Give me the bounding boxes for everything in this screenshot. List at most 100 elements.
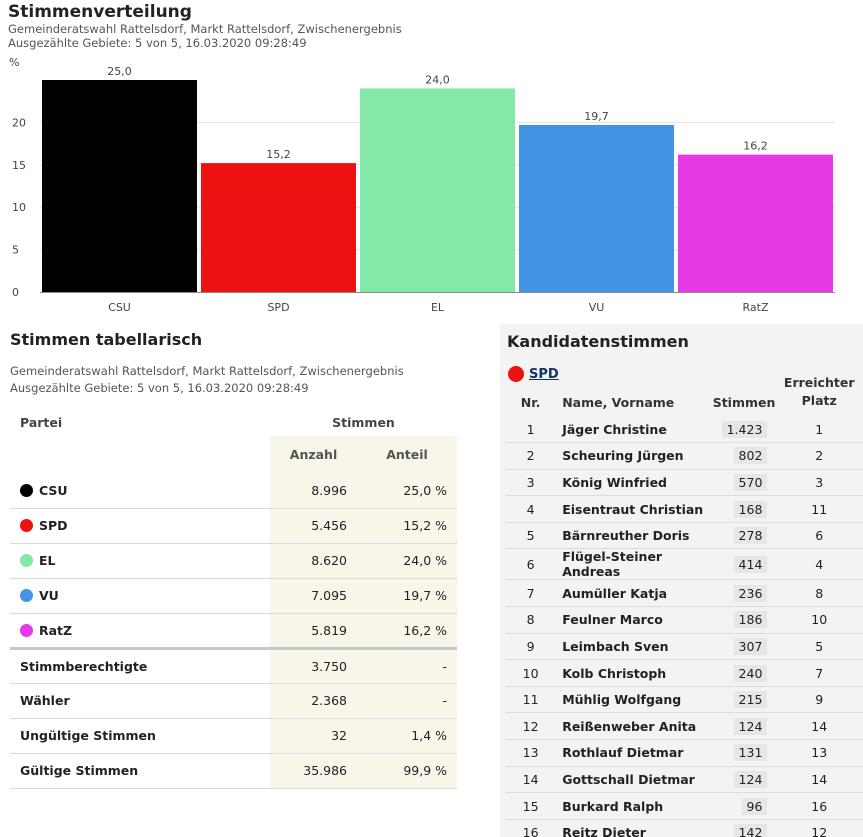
candidate-name: Bärnreuther Doris [556,522,713,550]
candidate-name: Rothlauf Dietmar [556,739,713,767]
candidates-table: Nr. Name, Vorname Stimmen Erreichter Pla… [505,374,863,837]
party-anteil: 15,2 % [357,508,457,544]
candidate-platz: 2 [775,442,863,470]
stat-anteil: - [357,646,457,684]
party-link[interactable]: SPD [529,366,559,382]
party-row: SPD 5.456 15,2 % [10,508,457,544]
bar-value-label: 16,2 [743,140,768,153]
candidate-nr: 15 [505,792,557,820]
candidate-stimmen: 168 [733,500,768,518]
col-header-anteil: Anteil [357,436,457,473]
candidates-title: Kandidatenstimmen [507,332,689,351]
votes-table-subtitle-counted: Ausgezählte Gebiete: 5 von 5, 16.03.2020… [10,381,309,395]
candidate-platz: 10 [775,606,863,634]
candidate-name: Reitz Dieter [556,819,713,837]
stat-label: Wähler [10,683,270,719]
party-color-dot [20,483,33,497]
candidate-row: 12 Reißenweber Anita 124 14 [505,712,863,741]
candidate-name: Jäger Christine [556,416,713,444]
stat-anteil: 99,9 % [357,753,457,789]
candidate-row: 10 Kolb Christoph 240 7 [505,659,863,687]
bar-vu [519,124,674,292]
candidate-platz: 3 [775,469,863,497]
stat-anzahl: 3.750 [270,646,357,684]
candidate-platz: 9 [775,686,863,714]
bar-chart: % 0 5 10 15 20 25,0 CSU 15,2 SPD 24,0 EL 19,7 VU 16,2 R… [9,56,835,314]
candidate-nr: 1 [505,416,557,444]
candidate-nr: 6 [505,548,557,581]
party-anzahl: 7.095 [270,578,357,614]
candidate-nr: 4 [505,495,557,523]
party-color-dot [20,554,33,567]
candidate-name: Scheuring Jürgen [556,442,713,470]
stat-anteil: 1,4 % [357,718,457,754]
candidate-row: 14 Gottschall Dietmar 124 14 [505,766,863,794]
stat-anzahl: 2.368 [270,683,357,719]
candidate-nr: 8 [505,606,557,634]
candidate-stimmen: 414 [733,555,768,573]
candidate-name: Gottschall Dietmar [556,766,713,794]
x-category-label: EL [431,301,445,314]
stat-row: Stimmberechtigte 3.750- [10,646,457,684]
party-cell: EL [10,543,270,579]
party-anteil: 24,0 % [357,543,457,579]
candidate-stimmen: 215 [733,691,768,709]
candidate-nr: 16 [505,819,557,837]
party-anzahl: 5.819 [270,613,357,649]
candidate-row: 13 Rothlauf Dietmar 131 13 [505,739,863,767]
candidates-section: Kandidatenstimmen Nr. Name, Vorname Stim… [500,324,863,837]
party-name: SPD [39,518,68,533]
candidate-stimmen: 570 [733,473,768,491]
col-header-partei: Partei [20,414,63,430]
party-color-dot [20,519,33,532]
votes-table-title: Stimmen tabellarisch [10,330,203,349]
candidate-name: König Winfried [556,469,713,497]
votes-table-section: Stimmen tabellarisch Gemeinderatswahl Ra… [10,330,460,789]
chart-title: Stimmenverteilung [8,2,192,22]
col-header-nr: Nr. [520,395,541,410]
bar-csu [42,80,197,292]
stat-label: Stimmberechtigte [10,646,270,684]
party-selector[interactable]: SPD [508,366,559,382]
candidate-stimmen: 307 [733,637,768,655]
candidate-row: 7 Aumüller Katja 236 8 [505,579,863,608]
candidate-stimmen: 124 [733,717,768,735]
candidate-platz: 12 [775,819,863,837]
party-color-dot [20,589,33,602]
col-header-stimmen: Stimmen [712,395,776,410]
x-category-label: CSU [108,301,131,314]
candidate-platz: 14 [775,712,863,741]
candidate-name: Aumüller Katja [556,579,713,608]
stat-row: Gültige Stimmen 35.986 99,9 % [10,753,457,789]
y-tick-label: 0 [12,286,19,299]
party-name: CSU [39,482,68,498]
candidate-stimmen: 236 [733,584,768,602]
candidate-stimmen: 142 [733,824,768,837]
party-row: VU 7.095 19,7 % [10,578,457,614]
party-anteil: 25,0 % [357,473,457,509]
y-axis-unit: % [9,56,19,69]
candidate-nr: 9 [505,633,557,661]
y-tick-label: 15 [12,159,26,172]
candidate-stimmen: 802 [733,447,768,465]
candidate-name: Kolb Christoph [556,659,713,687]
stat-label: Ungültige Stimmen [10,718,270,754]
candidate-nr: 11 [505,686,557,714]
col-header-spacer [10,436,270,473]
stat-anzahl: 35.986 [270,753,357,789]
col-header-platz: Erreichter Platz [783,375,855,408]
candidate-name: Feulner Marco [556,606,713,634]
col-header-name: Name, Vorname [562,395,675,410]
chart-section: Stimmenverteilung Gemeinderatswahl Ratte… [0,0,863,320]
candidate-platz: 4 [775,548,863,581]
party-cell: CSU [10,473,270,509]
col-header-stimmen: Stimmen [332,414,395,430]
candidate-nr: 5 [505,522,557,550]
party-anteil: 19,7 % [357,578,457,614]
candidate-platz: 11 [775,495,863,523]
candidates-table-body: 1 Jäger Christine 1.423 1 2 Scheuring Jürgen 8… [505,416,863,837]
bar-spd [201,163,356,292]
bar-el [360,88,515,292]
candidate-nr: 13 [505,739,557,767]
candidate-platz: 6 [775,522,863,550]
